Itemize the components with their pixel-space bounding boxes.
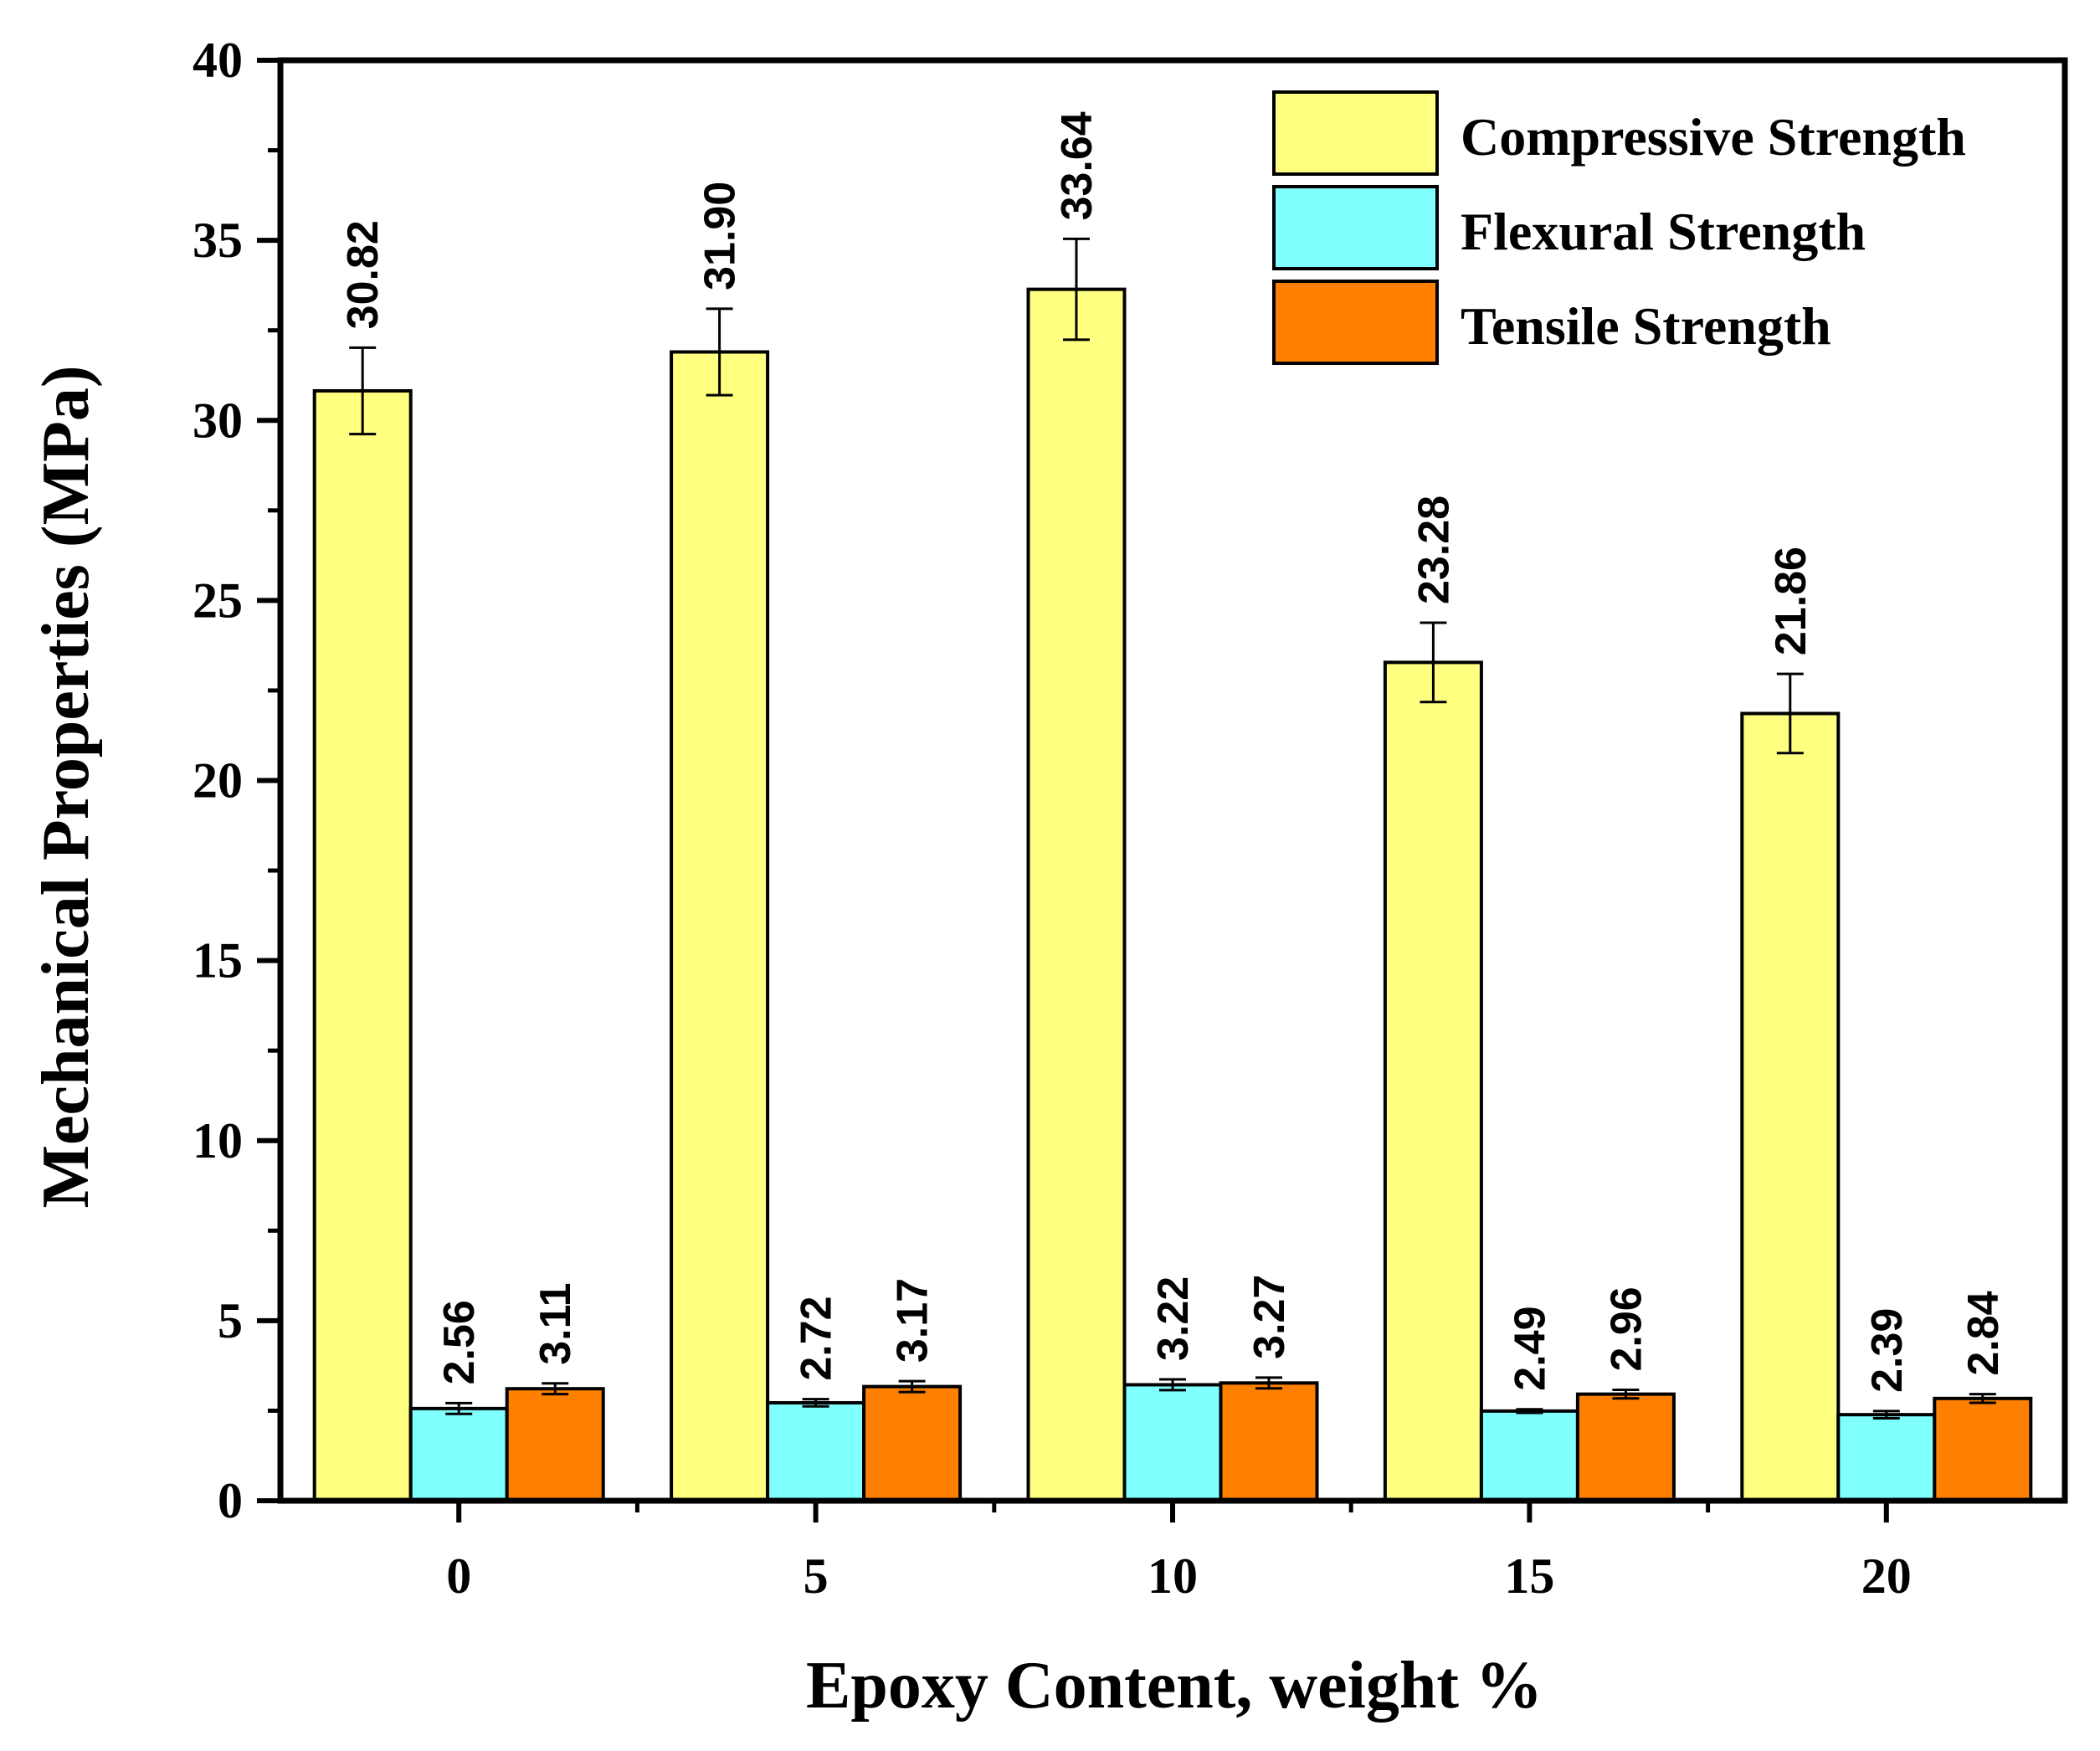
bar-compressive-20	[1740, 711, 1841, 1502]
error-bar-tensile-15	[1612, 1388, 1640, 1400]
y-tick-label-20: 20	[193, 753, 243, 809]
y-tick-label-35: 35	[193, 213, 243, 268]
bar-compressive-15	[1383, 660, 1483, 1502]
data-label-tensile-5: 3.17	[889, 1278, 937, 1363]
x-tick-label-5: 5	[804, 1548, 829, 1604]
bar-tensile-15	[1575, 1392, 1676, 1502]
data-label-tensile-10: 3.27	[1245, 1275, 1294, 1359]
bar-flexural-15	[1479, 1409, 1579, 1503]
y-tick-label-5: 5	[218, 1293, 243, 1348]
legend-swatch-compressive	[1272, 90, 1439, 176]
y-tick-label-15: 15	[193, 933, 243, 988]
error-bar-tensile-20	[1969, 1393, 1996, 1404]
error-bar-compressive-20	[1776, 672, 1804, 755]
data-label-flexural-5: 2.72	[793, 1296, 841, 1380]
x-tick-label-15: 15	[1504, 1548, 1554, 1604]
plot-frame	[277, 57, 2068, 1504]
error-bar-flexural-20	[1872, 1410, 1900, 1420]
error-bar-compressive-5	[706, 307, 733, 397]
error-bar-compressive-15	[1420, 621, 1447, 704]
legend-label-compressive: Compressive Strength	[1461, 107, 1966, 167]
y-tick-label-0: 0	[218, 1473, 243, 1528]
error-bar-tensile-10	[1255, 1376, 1282, 1390]
error-bar-compressive-10	[1063, 237, 1090, 341]
axes-layer: 0 5 10 15 20 0 5 10 15 20 25 30 35 40	[193, 33, 2068, 1604]
error-bar-flexural-5	[802, 1398, 829, 1408]
x-tick-label-10: 10	[1148, 1548, 1198, 1604]
bar-compressive-0	[312, 388, 413, 1503]
data-label-tensile-0: 3.11	[531, 1282, 580, 1364]
data-label-flexural-0: 2.56	[435, 1300, 484, 1384]
error-bar-compressive-0	[349, 346, 377, 436]
bar-flexural-5	[766, 1400, 866, 1503]
data-label-compressive-10: 33.64	[1053, 111, 1101, 220]
bars-layer	[312, 237, 2033, 1503]
error-bar-tensile-0	[542, 1382, 569, 1396]
bar-tensile-0	[505, 1387, 605, 1503]
labels-layer: 30.82 2.56 3.11 31.90 2.72 3.17 33.64 3.22 3.27 2…	[339, 111, 2008, 1393]
data-label-compressive-5: 31.90	[696, 182, 745, 290]
data-label-flexural-15: 2.49	[1506, 1306, 1554, 1390]
y-tick-label-25: 25	[193, 573, 243, 628]
bar-compressive-10	[1026, 287, 1127, 1502]
data-label-compressive-0: 30.82	[339, 220, 388, 329]
legend-swatch-tensile	[1272, 280, 1439, 365]
bar-flexural-0	[408, 1406, 509, 1502]
data-label-tensile-20: 2.84	[1959, 1291, 2008, 1375]
legend-label-tensile: Tensile Strength	[1461, 296, 1831, 356]
x-axis-title: Epoxy Content, weight %	[806, 1649, 1543, 1723]
bar-flexural-10	[1122, 1383, 1223, 1502]
y-tick-label-10: 10	[193, 1113, 243, 1168]
legend-label-flexural: Flexural Strength	[1461, 202, 1866, 261]
legend: Compressive Strength Flexural Strength T…	[1272, 90, 1966, 365]
x-tick-label-0: 0	[446, 1548, 471, 1604]
legend-swatch-flexural	[1272, 185, 1439, 270]
error-bar-flexural-15	[1516, 1408, 1543, 1415]
data-label-compressive-15: 23.28	[1409, 496, 1458, 604]
x-tick-label-20: 20	[1861, 1548, 1912, 1604]
bar-compressive-5	[670, 350, 770, 1503]
bar-tensile-5	[862, 1384, 963, 1502]
y-axis-title: Mechanical Properties (MPa)	[29, 365, 103, 1208]
y-tick-label-40: 40	[193, 33, 243, 88]
error-bar-tensile-5	[898, 1379, 926, 1394]
error-bar-flexural-10	[1159, 1378, 1186, 1392]
data-label-tensile-15: 2.96	[1602, 1286, 1651, 1371]
error-bar-flexural-0	[445, 1401, 473, 1415]
data-label-flexural-10: 3.22	[1149, 1276, 1198, 1361]
data-label-compressive-20: 21.86	[1767, 547, 1815, 655]
data-label-flexural-20: 2.39	[1863, 1308, 1912, 1393]
bar-tensile-10	[1219, 1381, 1319, 1502]
y-tick-label-30: 30	[193, 393, 243, 448]
bar-tensile-20	[1933, 1396, 2033, 1502]
bar-flexural-20	[1836, 1413, 1937, 1503]
